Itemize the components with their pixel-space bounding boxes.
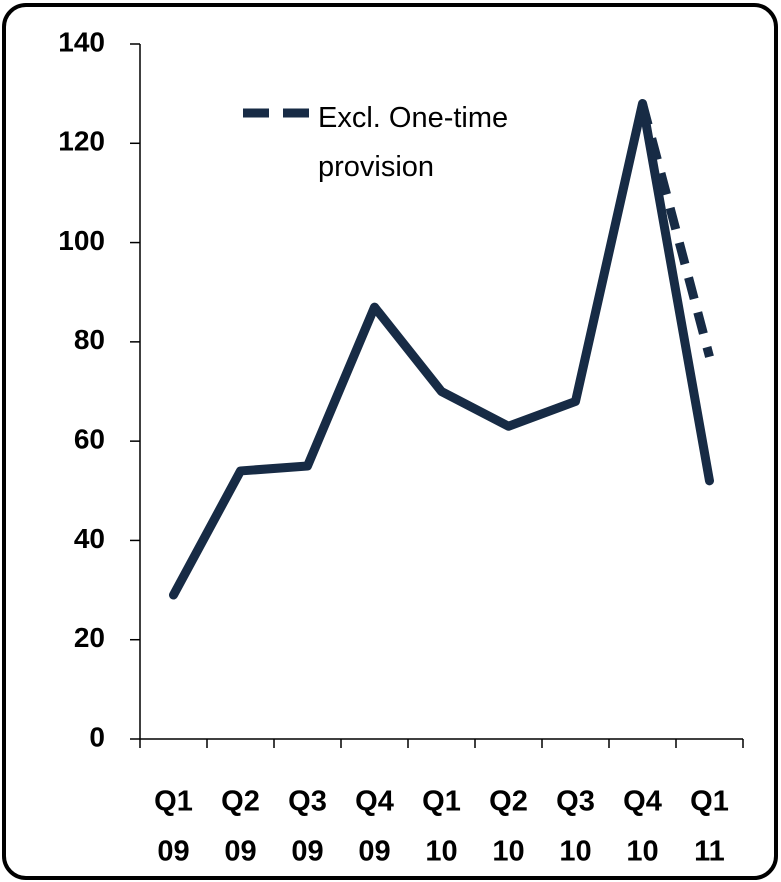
x-tick-label: Q1 bbox=[154, 786, 193, 818]
x-tick-label: 09 bbox=[358, 836, 390, 868]
x-tick-label: Q4 bbox=[355, 786, 394, 818]
x-tick-label: 09 bbox=[291, 836, 323, 868]
x-tick-label: Q1 bbox=[690, 786, 729, 818]
y-tick-label: 20 bbox=[74, 622, 105, 653]
x-tick-label: Q3 bbox=[556, 786, 595, 818]
y-tick-label: 40 bbox=[74, 523, 105, 554]
x-tick-label: 10 bbox=[626, 836, 658, 868]
x-tick-label: Q2 bbox=[489, 786, 528, 818]
x-tick-label: 09 bbox=[224, 836, 256, 868]
x-tick-label: 10 bbox=[559, 836, 591, 868]
legend-label: Excl. One-time provision bbox=[318, 102, 509, 183]
x-tick-label: Q4 bbox=[623, 786, 662, 818]
frame bbox=[2, 3, 778, 880]
series-line bbox=[638, 102, 714, 358]
x-tick-label: 09 bbox=[157, 836, 189, 868]
x-tick-label: Q3 bbox=[288, 786, 327, 818]
y-tick-label: 80 bbox=[74, 324, 105, 355]
x-tick-label: 10 bbox=[425, 836, 457, 868]
x-tick-label: 10 bbox=[492, 836, 524, 868]
y-tick-label: 100 bbox=[58, 225, 105, 256]
series-line bbox=[169, 99, 714, 600]
y-tick-label: 140 bbox=[58, 26, 105, 57]
y-tick-label: 120 bbox=[58, 126, 105, 157]
y-tick-label: 60 bbox=[74, 424, 105, 455]
x-tick-label: 11 bbox=[694, 836, 725, 868]
y-tick-label: 0 bbox=[89, 721, 105, 752]
x-tick-label: Q1 bbox=[422, 786, 461, 818]
x-tick-label: Q2 bbox=[221, 786, 260, 818]
